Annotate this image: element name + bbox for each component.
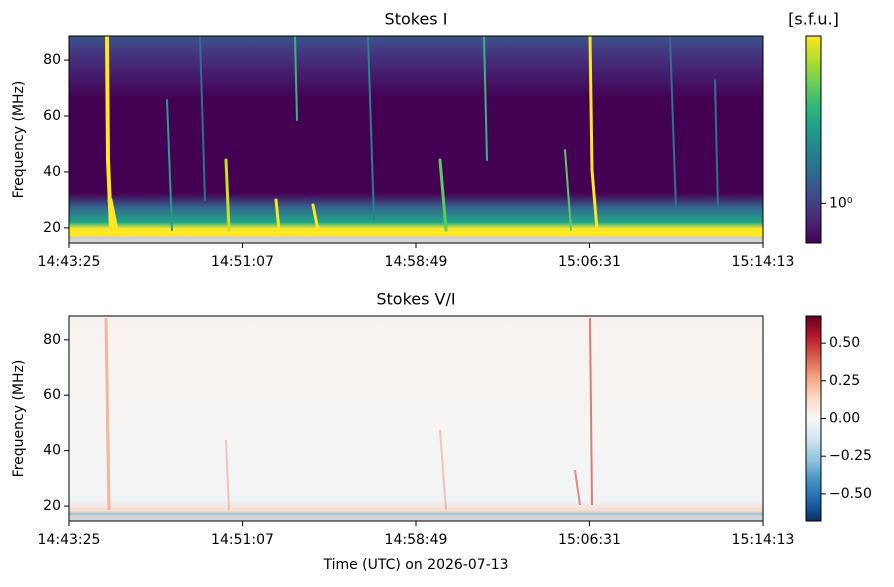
x-tick-label: 14:58:49 (385, 254, 448, 270)
colorbar-tick-label: 0.00 (829, 411, 860, 427)
colorbar-tick-label: −0.25 (829, 448, 872, 464)
x-tick-label: 15:14:13 (732, 254, 795, 270)
colorbar-tick-label: −0.50 (829, 486, 872, 502)
x-tick-label: 15:14:13 (732, 532, 795, 548)
chart-title: Stokes I (385, 10, 448, 29)
chart-title: Stokes V/I (376, 290, 455, 309)
colorbar-tick-label: 10⁰ (829, 195, 853, 211)
y-axis-label: Frequency (MHz) (11, 81, 27, 199)
y-tick-label: 40 (43, 164, 61, 180)
x-tick-label: 14:43:25 (38, 254, 101, 270)
colorbar (805, 315, 822, 522)
colorbar (805, 35, 822, 244)
y-tick-label: 80 (43, 52, 61, 68)
x-axis-label: Time (UTC) on 2026-07-13 (322, 557, 508, 573)
spectrogram-image (69, 316, 763, 521)
y-tick-label: 80 (43, 332, 61, 348)
burst-texture (105, 35, 719, 233)
x-tick-label: 15:06:31 (558, 532, 621, 548)
colorbar-tick-label: 0.25 (829, 373, 860, 389)
x-tick-label: 14:51:07 (211, 254, 274, 270)
x-tick-label: 14:43:25 (38, 532, 101, 548)
y-axis-label: Frequency (MHz) (11, 360, 27, 478)
y-tick-label: 40 (43, 443, 61, 459)
burst-texture (69, 317, 763, 515)
y-tick-label: 20 (43, 498, 61, 514)
y-tick-label: 20 (43, 220, 61, 236)
y-tick-label: 60 (43, 387, 61, 403)
spectrogram-image (69, 36, 763, 243)
colorbar-label: [s.f.u.] (788, 10, 839, 29)
colorbar-tick-label: 0.50 (829, 335, 860, 351)
x-tick-label: 14:58:49 (385, 532, 448, 548)
y-tick-label: 60 (43, 108, 61, 124)
x-tick-label: 15:06:31 (558, 254, 621, 270)
x-tick-label: 14:51:07 (211, 532, 274, 548)
